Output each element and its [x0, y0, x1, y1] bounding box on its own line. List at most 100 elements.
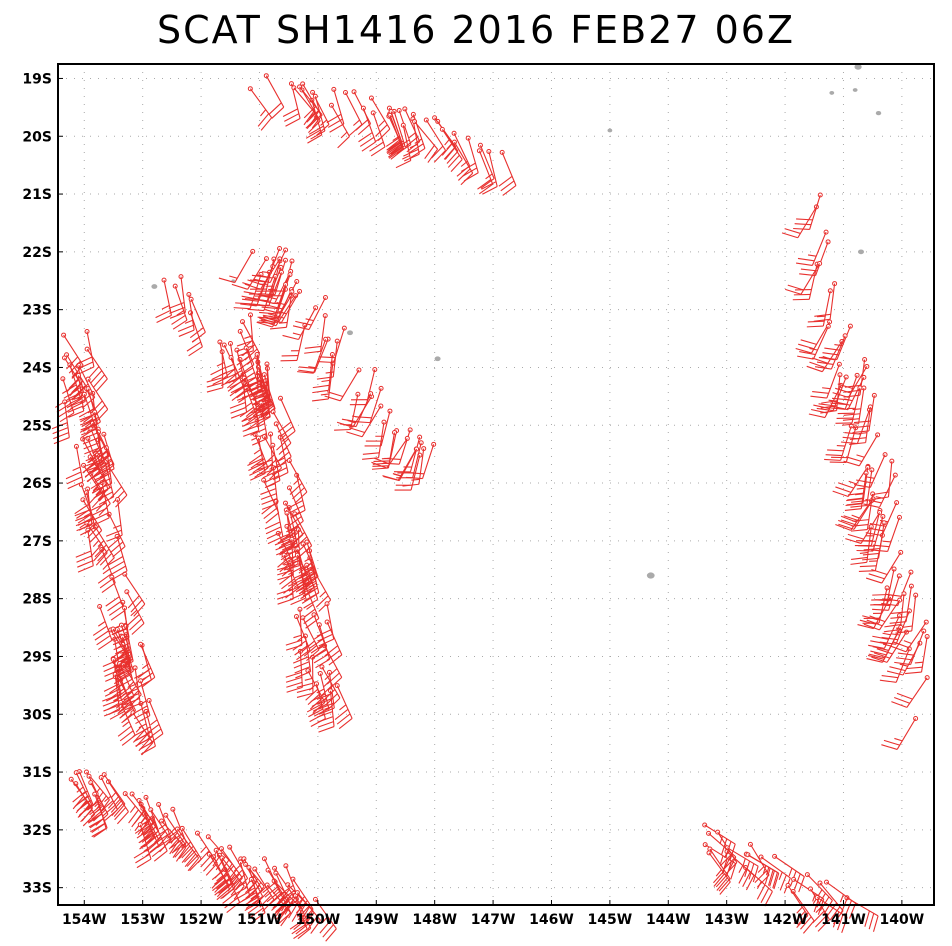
barb-feather — [370, 146, 386, 157]
barb-feather — [816, 361, 834, 365]
barb-feather — [386, 143, 402, 155]
barb-feather — [310, 919, 321, 934]
barb-staff — [319, 673, 330, 709]
barb-staff — [314, 338, 329, 373]
barb-feather — [260, 493, 277, 500]
barb-staff — [266, 884, 291, 913]
barb-feather — [813, 318, 831, 322]
barb-staff — [103, 434, 115, 469]
barb-feather — [66, 356, 79, 370]
barb-staff — [819, 882, 844, 911]
barb-feather — [891, 611, 908, 614]
barb-staff — [99, 606, 113, 641]
barb-half-feather — [402, 155, 410, 160]
barb-feather — [317, 721, 334, 728]
barb-feather — [387, 141, 402, 152]
barb-feather — [311, 698, 327, 707]
barb-half-feather — [305, 318, 314, 322]
barb-feather — [112, 570, 128, 580]
barb-feather — [212, 376, 228, 385]
barb-feather — [66, 400, 83, 408]
barb-feather — [862, 557, 879, 561]
barb-feather — [277, 421, 292, 433]
barb-feather — [257, 321, 274, 324]
barb-half-feather — [314, 633, 322, 640]
barb-staff — [822, 290, 831, 327]
island — [434, 356, 441, 362]
barb-feather — [65, 471, 82, 480]
barb-feather — [169, 840, 180, 855]
barb-feather — [119, 670, 134, 681]
barb-half-feather — [292, 332, 302, 336]
barb-feather — [304, 345, 322, 349]
barb-feather — [304, 350, 321, 354]
barb-staff — [418, 448, 425, 485]
barb-feather — [268, 102, 282, 115]
barb-feather — [241, 415, 258, 422]
barb-staff — [104, 461, 115, 497]
barb-feather — [318, 707, 335, 715]
barb-staff — [87, 378, 109, 410]
barb-feather — [760, 887, 770, 903]
barb-feather — [101, 582, 116, 594]
barb-staff — [478, 150, 494, 185]
barb-feather — [153, 830, 166, 844]
barb-staff — [881, 552, 902, 584]
barb-feather — [94, 472, 111, 481]
barb-staff — [906, 677, 928, 708]
barb-feather — [857, 545, 875, 547]
barb-feather — [124, 697, 140, 706]
barb-staff — [851, 387, 861, 424]
barb-feather — [837, 482, 854, 489]
y-tick-label: 29S — [22, 649, 52, 665]
barb-feather — [113, 643, 130, 651]
barb-staff — [208, 854, 230, 886]
barb-feather — [813, 404, 830, 410]
barb-staff — [910, 630, 925, 665]
barb-feather — [216, 888, 230, 901]
barb-staff — [94, 526, 115, 558]
barb-feather — [872, 915, 879, 932]
barb-feather — [264, 458, 278, 471]
barb-feather — [905, 671, 922, 675]
barb-feather — [245, 898, 260, 910]
barb-feather — [845, 456, 863, 463]
barb-staff — [821, 341, 843, 372]
barb-feather — [287, 516, 302, 527]
barb-feather — [103, 704, 120, 712]
barb-half-feather — [788, 867, 793, 877]
barb-feather — [856, 549, 874, 552]
barb-feather — [104, 669, 120, 677]
barb-feather — [263, 475, 280, 484]
barb-feather — [58, 407, 73, 418]
barb-half-feather — [97, 621, 106, 627]
barb-feather — [231, 283, 248, 290]
barb-feather — [718, 878, 731, 892]
barb-staff — [704, 824, 736, 845]
barb-feather — [263, 507, 277, 520]
barb-feather — [817, 919, 830, 932]
barb-staff — [886, 631, 907, 663]
barb-feather — [299, 545, 313, 558]
barb-feather — [846, 498, 863, 502]
barb-staff — [112, 628, 132, 661]
barb-staff — [90, 782, 109, 815]
barb-staff — [96, 455, 109, 490]
barb-half-feather — [319, 591, 327, 598]
y-tick-label: 20S — [22, 129, 52, 145]
barb-half-feather — [882, 643, 892, 647]
barb-feather — [327, 391, 344, 398]
barb-staff — [295, 895, 312, 929]
barb-feather — [178, 329, 195, 337]
barb-staff — [254, 394, 260, 431]
barb-staff — [409, 436, 421, 473]
barb-half-feather — [294, 574, 303, 579]
barb-feather — [806, 365, 823, 373]
barb-feather — [308, 125, 324, 135]
barb-feather — [285, 671, 302, 678]
y-tick-label: 30S — [22, 707, 52, 723]
barb-half-feather — [170, 836, 177, 844]
x-tick-label: 144W — [646, 912, 691, 928]
barb-feather — [301, 586, 315, 599]
